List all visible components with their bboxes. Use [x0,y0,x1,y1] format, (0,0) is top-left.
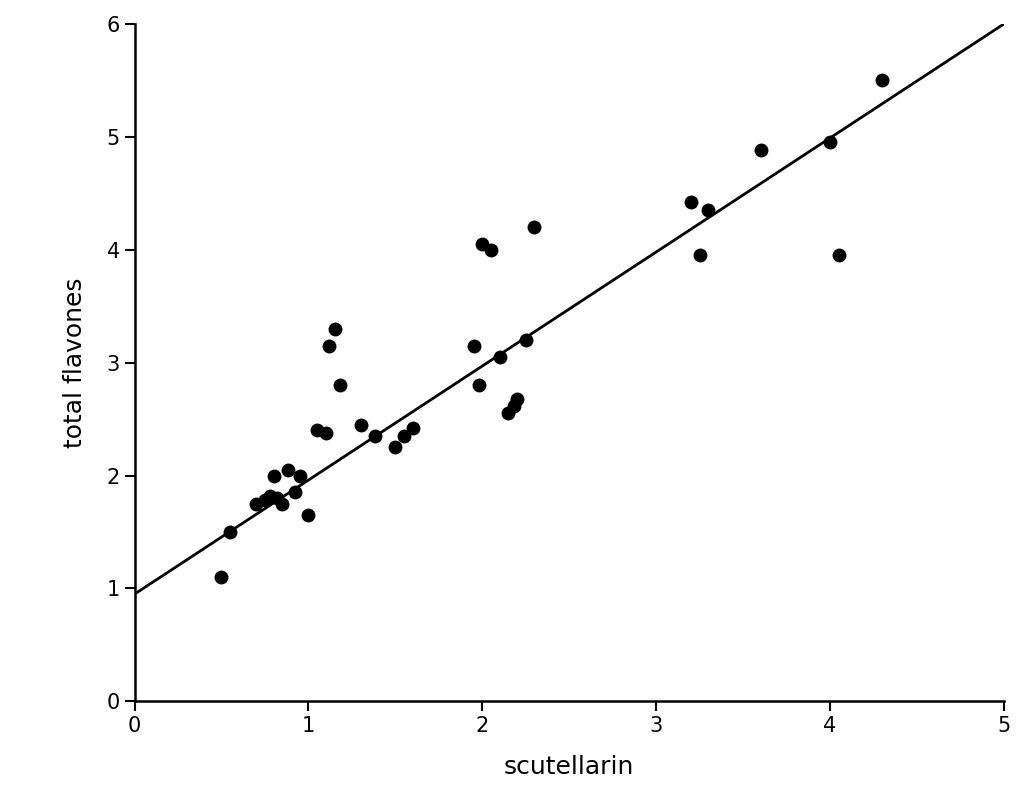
Point [262,489,278,502]
Point [387,441,404,453]
X-axis label: scutellarin: scutellarin [504,756,634,779]
Point [526,221,542,234]
Point [822,136,838,149]
Point [331,379,348,391]
Point [248,497,265,510]
Point [405,422,421,434]
Point [874,74,890,87]
Point [274,497,291,510]
Point [466,340,482,352]
Point [509,392,526,405]
Point [474,238,491,250]
Point [500,407,516,420]
Point [395,430,412,442]
Point [471,379,487,391]
Point [830,249,847,261]
Point [292,469,308,482]
Point [492,351,508,363]
Point [700,204,716,217]
Point [683,196,700,209]
Point [300,508,317,521]
Point [279,464,296,477]
Point [326,323,343,336]
Point [318,426,334,439]
Point [321,340,337,352]
Point [482,243,499,256]
Point [221,526,238,539]
Point [505,399,522,412]
Point [352,418,368,431]
Point [269,492,286,505]
Y-axis label: total flavones: total flavones [63,277,87,448]
Point [752,144,769,157]
Point [366,430,383,442]
Point [213,571,230,583]
Point [287,486,303,499]
Point [265,469,282,482]
Point [518,334,534,347]
Point [257,494,273,507]
Point [308,424,325,437]
Point [691,249,708,261]
